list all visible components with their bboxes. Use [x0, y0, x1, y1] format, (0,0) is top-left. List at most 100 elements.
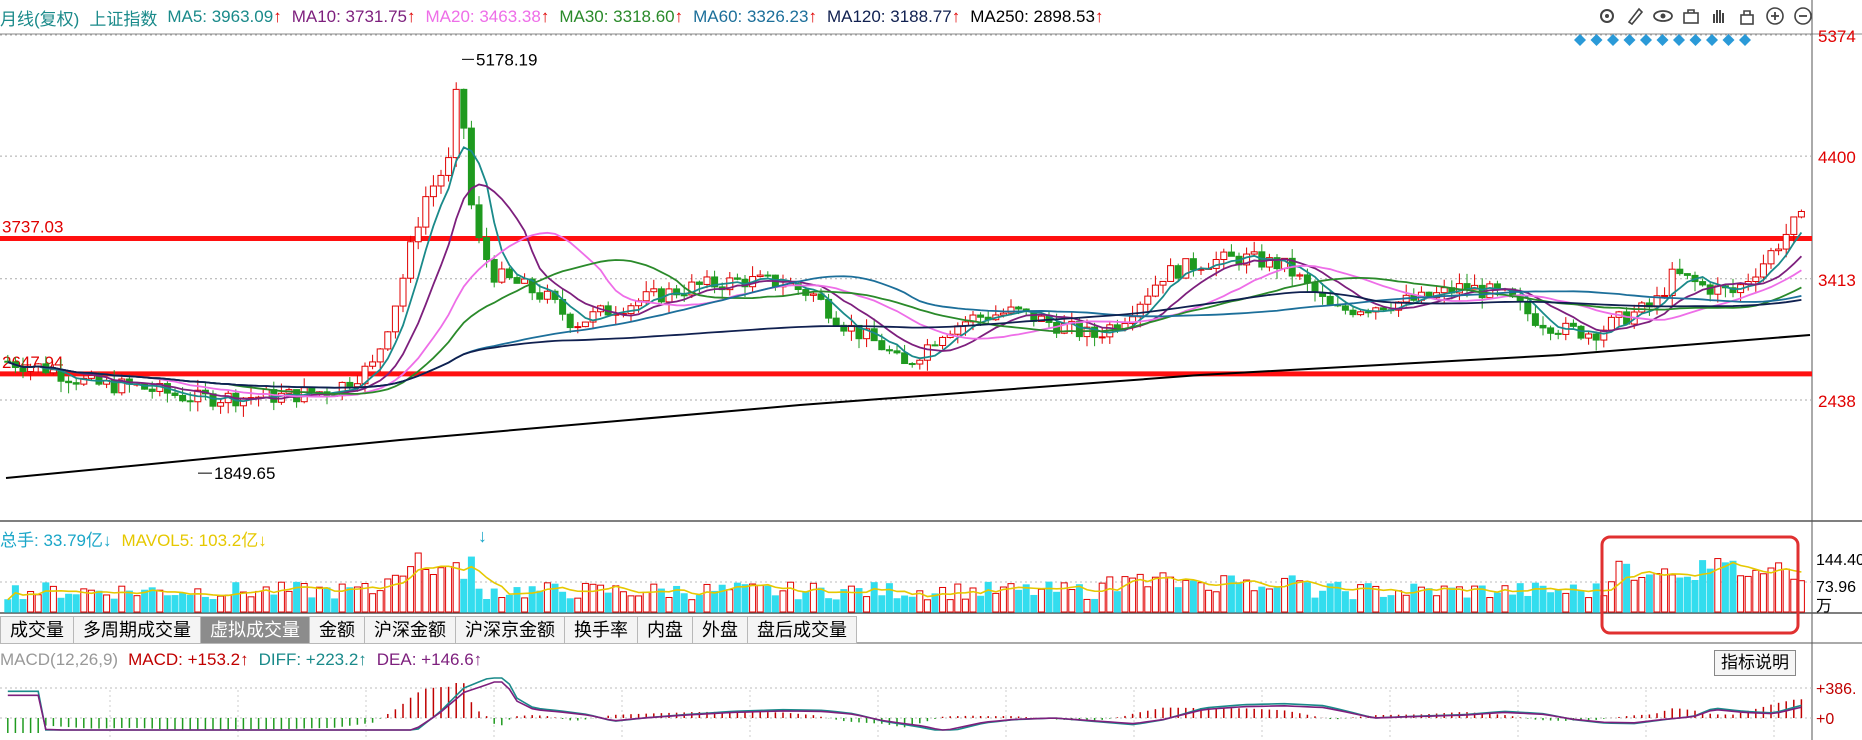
volume-bar [764, 585, 772, 613]
macd-axis-max: +386. [1816, 681, 1856, 698]
volume-bar [1623, 563, 1631, 613]
volume-bar [946, 599, 954, 613]
volume-bar [1364, 583, 1372, 613]
mavol-line [7, 561, 1802, 601]
pen-icon[interactable] [1624, 5, 1646, 27]
tab-4[interactable]: 沪深金额 [365, 616, 456, 644]
volume-bar [346, 587, 354, 613]
volume-bar [711, 590, 719, 613]
tab-0[interactable]: 成交量 [0, 616, 74, 644]
diff-value: DIFF: +223.2 [258, 650, 359, 669]
candle-body [832, 317, 840, 326]
candle-body [1661, 294, 1669, 297]
volume-bar [27, 591, 35, 613]
volume-bar [1471, 585, 1479, 613]
volume-bar [361, 583, 369, 613]
volume-bar [794, 599, 802, 613]
volume-bar [1425, 588, 1433, 613]
volume-bar [1699, 560, 1707, 613]
volume-bar [619, 591, 627, 613]
volume-bar [323, 587, 331, 613]
tab-1[interactable]: 多周期成交量 [74, 616, 201, 644]
event-marker [1640, 34, 1652, 46]
volume-bar [1189, 580, 1197, 613]
period-label[interactable]: 月线(复权) [0, 9, 80, 29]
volume-bar [467, 556, 475, 613]
volume-bar [574, 597, 582, 613]
volume-bar [1091, 598, 1099, 613]
volume-bar [1060, 582, 1068, 613]
candle-body [1729, 287, 1737, 294]
volume-bar [270, 594, 278, 613]
candle-body [513, 277, 521, 284]
volume-bar [186, 594, 194, 613]
volume-bar [239, 591, 247, 613]
zoom-out-icon[interactable] [1792, 5, 1814, 27]
volume-bars [4, 552, 1805, 613]
volume-bar [1235, 582, 1243, 613]
volume-bar [87, 589, 95, 613]
volume-bar [657, 588, 665, 613]
candle-body [72, 382, 80, 385]
volume-bar [498, 597, 506, 613]
volume-bar [1075, 584, 1083, 613]
candle-body [498, 268, 506, 283]
volume-bar [1676, 577, 1684, 613]
candle-body [1144, 295, 1152, 305]
volume-bar [1022, 584, 1030, 613]
volume-bar [1334, 581, 1342, 613]
toolbar [1596, 5, 1814, 27]
hand-icon[interactable] [1708, 5, 1730, 27]
candle-body [711, 276, 719, 288]
volume-bar [1326, 583, 1334, 613]
lock-icon[interactable] [1736, 5, 1758, 27]
price-tick-label: 2438 [1818, 392, 1856, 411]
candle-body [680, 294, 688, 297]
volume-axis-unit: 万 [1816, 598, 1832, 615]
tab-3[interactable]: 金额 [310, 616, 365, 644]
candle-body [1767, 250, 1775, 265]
tab-8[interactable]: 外盘 [693, 616, 748, 644]
gear-icon[interactable] [1596, 5, 1618, 27]
volume-bar [1296, 580, 1304, 613]
volume-axis-mid: 73.96 [1816, 579, 1856, 596]
candle-body [437, 174, 445, 187]
zoom-in-icon[interactable] [1764, 5, 1786, 27]
ma-legend-item: MA250: 2898.53↑ [970, 7, 1104, 26]
volume-bar [353, 586, 361, 613]
volume-bar [559, 591, 567, 613]
candle-body [490, 258, 498, 283]
candle-body [1182, 258, 1190, 279]
tab-6[interactable]: 换手率 [565, 616, 638, 644]
candle-body [931, 344, 939, 347]
volume-bar [445, 565, 453, 613]
candle-body [1227, 251, 1235, 257]
candle-body [566, 313, 574, 329]
candle-body [414, 226, 422, 243]
tab-2[interactable]: 虚拟成交量 [201, 616, 310, 644]
volume-bar [1509, 594, 1517, 613]
tab-5[interactable]: 沪深京金额 [456, 616, 565, 644]
resistance-label: 3737.03 [2, 218, 63, 237]
volume-bar [255, 590, 263, 613]
indicator-help-button[interactable]: 指标说明 [1714, 650, 1796, 676]
volume-bar [977, 595, 985, 613]
tab-7[interactable]: 内盘 [638, 616, 693, 644]
volume-bar [1068, 589, 1076, 613]
ma60-line [7, 275, 1802, 389]
tab-9[interactable]: 盘后成交量 [748, 616, 857, 644]
symbol-label[interactable]: 上证指数 [89, 9, 158, 29]
candle-body [1174, 265, 1182, 279]
eye-icon[interactable] [1652, 5, 1674, 27]
volume-bar [1136, 573, 1144, 613]
volume-bar [1721, 562, 1729, 613]
candle-body [528, 278, 536, 294]
volume-legend: 总手: 33.79亿↓ MAVOL5: 103.2亿↓ [0, 530, 267, 550]
volume-bar [1144, 586, 1152, 613]
volume-bar [749, 583, 757, 613]
volume-bar [1113, 591, 1121, 613]
volume-bar [1607, 581, 1615, 613]
bag-icon[interactable] [1680, 5, 1702, 27]
volume-bar [1478, 585, 1486, 613]
